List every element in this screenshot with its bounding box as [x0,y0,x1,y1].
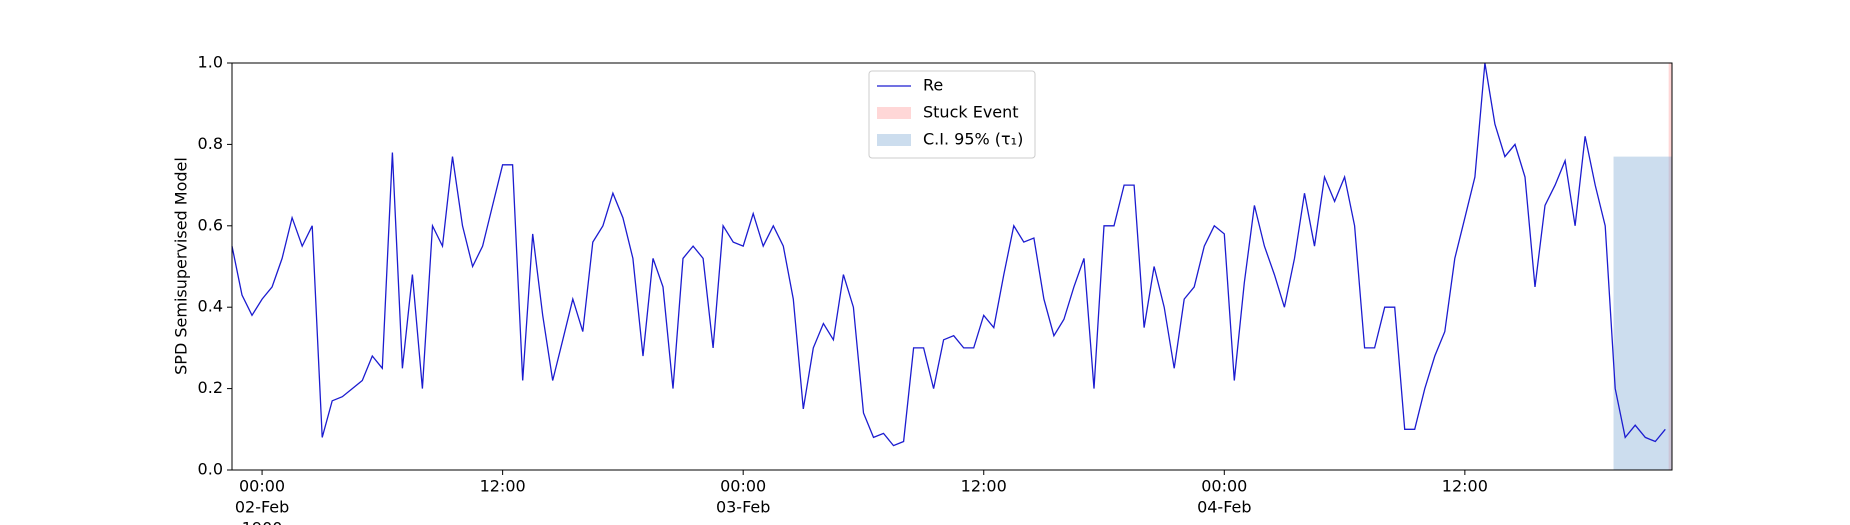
legend-swatch [877,134,911,146]
y-tick-label: 0.8 [198,134,223,153]
x-tick-label: 12:00 [480,477,526,496]
y-tick-label: 0.4 [198,297,223,316]
line [231,62,1666,447]
y-tick-label: 0.0 [198,460,223,479]
legend-label: Stuck Event [923,103,1019,122]
y-tick-label: 0.6 [198,215,223,234]
x-tick-label: 02-Feb [235,498,289,517]
legend-swatch [877,107,911,119]
y-axis-label: SPD Semisupervised Model [172,157,191,375]
region [1668,63,1672,470]
x-tick-label: 00:00 [1201,477,1247,496]
y-tick-label: 1.0 [198,53,223,72]
x-tick-label: 00:00 [239,477,285,496]
x-tick-label: 12:00 [961,477,1007,496]
x-tick-label: 00:00 [720,477,766,496]
x-tick-label: 04-Feb [1197,498,1251,517]
legend-label: Re [923,76,943,95]
x-tick-label: 12:00 [1442,477,1488,496]
y-tick-label: 0.2 [198,378,223,397]
x-tick-label: 03-Feb [716,498,770,517]
x-tick-label: 1900 [242,519,283,525]
legend-label: C.I. 95% (τ₁) [923,130,1023,149]
plot-frame [231,62,1673,471]
region [1613,156,1672,471]
legend-box [868,70,1036,159]
